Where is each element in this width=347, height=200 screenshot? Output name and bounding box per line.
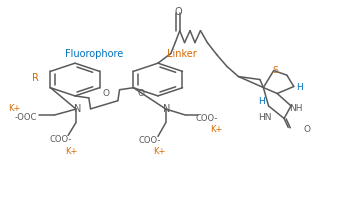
Text: Linker: Linker [167, 48, 197, 58]
Text: S: S [273, 66, 278, 75]
Text: K+: K+ [153, 146, 166, 155]
Text: NH: NH [289, 103, 303, 112]
Text: H: H [258, 97, 265, 105]
Text: COO-: COO- [195, 113, 218, 122]
Text: K+: K+ [65, 146, 78, 155]
Text: O: O [175, 7, 183, 17]
Text: N: N [163, 104, 170, 114]
Text: R: R [32, 72, 39, 82]
Text: O: O [103, 89, 110, 98]
Text: H: H [296, 83, 303, 92]
Text: K+: K+ [211, 124, 223, 133]
Text: -OOC: -OOC [14, 112, 37, 121]
Text: K+: K+ [8, 103, 20, 112]
Text: O: O [303, 124, 310, 133]
Text: N: N [74, 104, 81, 114]
Text: COO-: COO- [50, 134, 73, 143]
Text: O: O [137, 89, 144, 98]
Text: HN: HN [258, 112, 272, 121]
Text: Fluorophore: Fluorophore [65, 48, 123, 58]
Text: COO-: COO- [138, 135, 161, 144]
